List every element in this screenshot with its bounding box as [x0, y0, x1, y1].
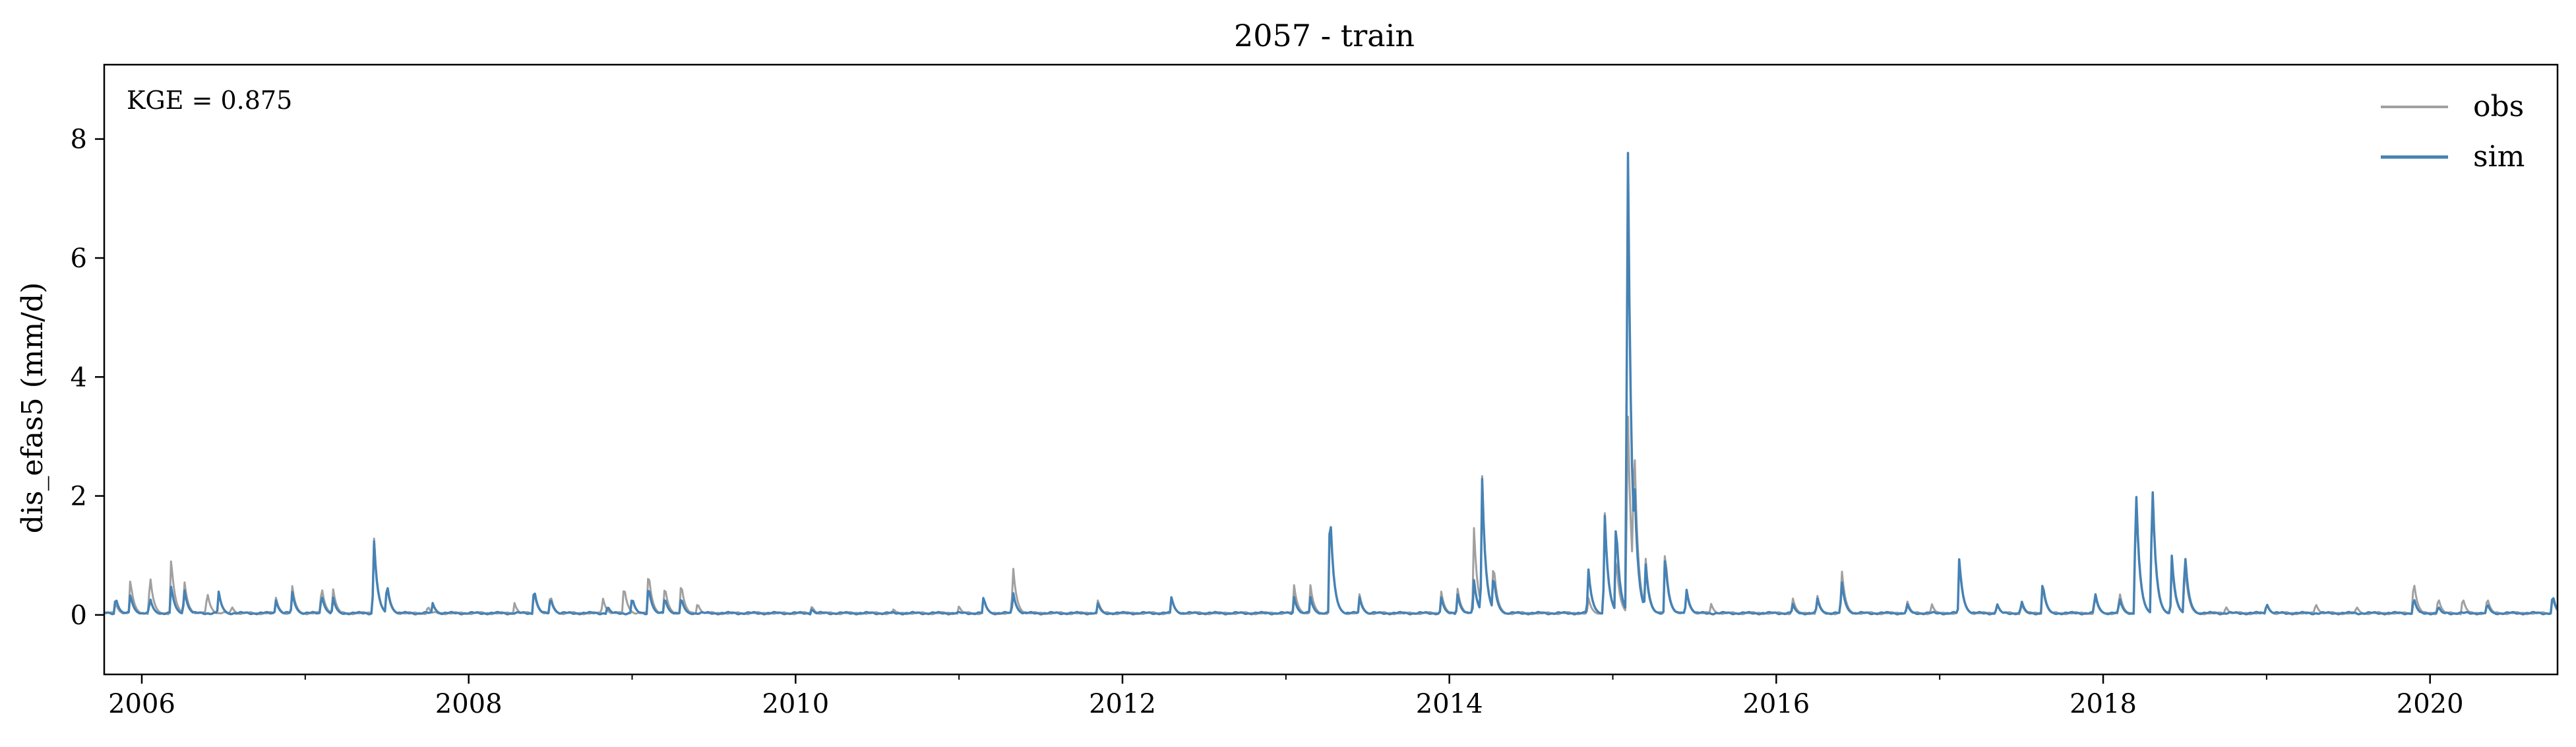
- x-tick-label: 2012: [1089, 689, 1156, 719]
- chart-title: 2057 - train: [1234, 18, 1415, 53]
- y-tick-label: 2: [71, 482, 87, 512]
- plot-frame: [103, 63, 2559, 676]
- legend-label-obs: obs: [2473, 90, 2524, 123]
- series-line-obs: [104, 415, 2558, 616]
- plot-area: 2006 2008 2010 2012 2014 2016 2018 2020 0 2 4 6 8: [71, 63, 2559, 719]
- x-tick-label: 2008: [435, 689, 503, 719]
- kge-annotation: KGE = 0.875: [127, 86, 292, 115]
- legend-label-sim: sim: [2473, 140, 2525, 174]
- series-line-sim: [104, 152, 2558, 616]
- y-tick-label: 0: [71, 601, 87, 631]
- x-tick-label: 2020: [2397, 689, 2464, 719]
- x-tick-label: 2016: [1742, 689, 1810, 719]
- y-tick-label: 4: [71, 362, 87, 393]
- x-tick-label: 2006: [108, 689, 175, 719]
- series-layer: [104, 152, 2558, 616]
- x-tick-label: 2014: [1416, 689, 1483, 719]
- y-axis-label: dis_efas5 (mm/d): [16, 282, 49, 534]
- y-tick-label: 8: [71, 125, 87, 155]
- x-tick-label: 2010: [762, 689, 829, 719]
- x-tick-label: 2018: [2070, 689, 2137, 719]
- y-tick-label: 6: [71, 244, 87, 274]
- legend: obs sim: [2381, 90, 2525, 174]
